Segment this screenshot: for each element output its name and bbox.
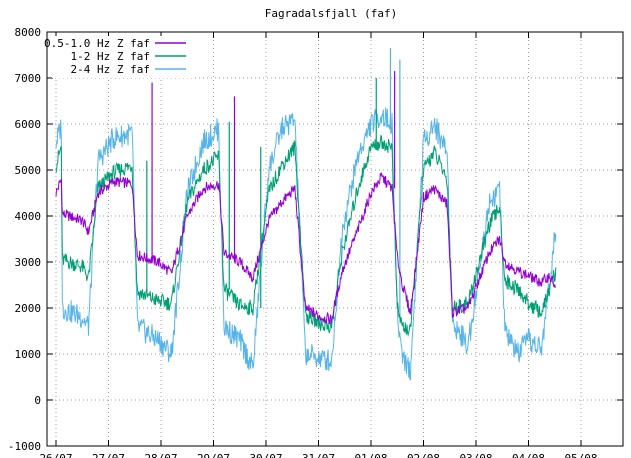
- x-tick-label: 01/08: [354, 452, 387, 458]
- y-tick-label: 3000: [15, 256, 42, 269]
- series-lines: [55, 48, 557, 381]
- plot-frame: [46, 31, 624, 447]
- x-tick-label: 27/07: [92, 452, 125, 458]
- legend-label: 1-2 Hz Z faf: [71, 50, 150, 63]
- x-tick-label: 30/07: [249, 452, 282, 458]
- x-axis-ticks: 26/07 27/07 28/07 29/07 30/07 31/07 01/08 02/08…: [39, 32, 598, 458]
- series-line: [55, 134, 557, 337]
- x-tick-label: 04/08: [512, 452, 545, 458]
- x-tick-label: 26/07: [39, 452, 72, 458]
- y-tick-label: 8000: [15, 26, 42, 39]
- legend-label: 0.5-1.0 Hz Z faf: [44, 37, 150, 50]
- y-tick-label: 4000: [15, 210, 42, 223]
- y-axis-ticks: -1000 0 1000 2000 3000 4000 5000 6000 7000 8000: [8, 26, 623, 453]
- y-tick-label: 7000: [15, 72, 42, 85]
- x-tick-label: 29/07: [197, 452, 230, 458]
- x-tick-label: 31/07: [302, 452, 335, 458]
- legend-label: 2-4 Hz Z faf: [71, 63, 150, 76]
- y-tick-label: 6000: [15, 118, 42, 131]
- y-tick-label: 5000: [15, 164, 42, 177]
- y-tick-label: 1000: [15, 348, 42, 361]
- y-tick-label: 2000: [15, 302, 42, 315]
- y-tick-label: 0: [34, 394, 41, 407]
- x-tick-label: 28/07: [144, 452, 177, 458]
- x-tick-label: 02/08: [407, 452, 440, 458]
- y-tick-label: -1000: [8, 440, 41, 453]
- x-tick-label: 03/08: [459, 452, 492, 458]
- chart-title: Fagradalsfjall (faf): [265, 7, 397, 20]
- series-line: [55, 172, 557, 325]
- x-tick-label: 05/08: [564, 452, 597, 458]
- grid: [47, 31, 623, 447]
- series-line: [55, 107, 557, 381]
